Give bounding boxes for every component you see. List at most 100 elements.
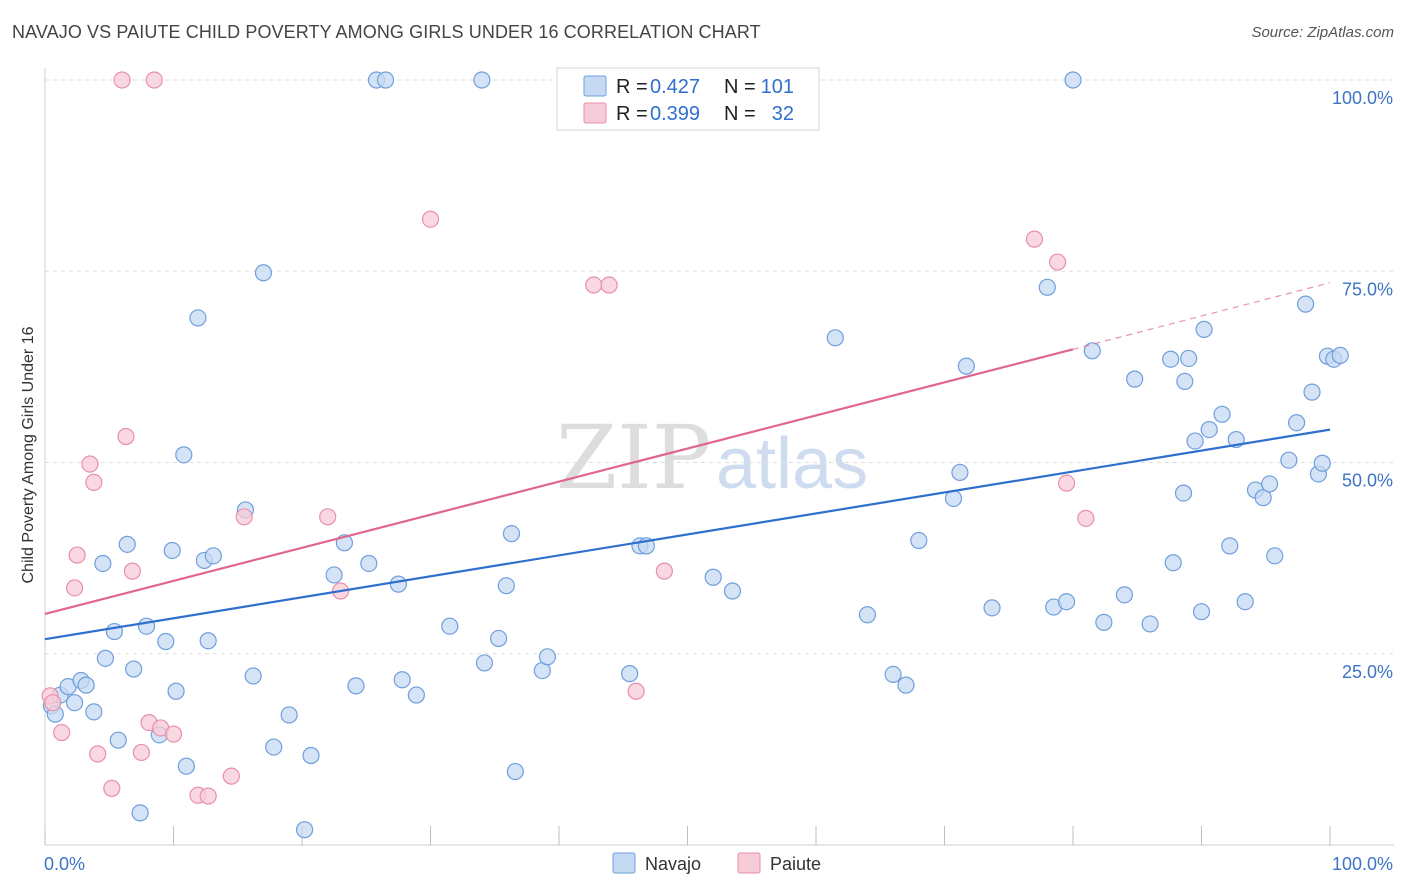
navajo-point bbox=[884, 665, 902, 684]
paiute-point bbox=[627, 682, 645, 700]
paiute-point bbox=[1048, 253, 1067, 271]
watermark-atlas: atlas bbox=[716, 424, 868, 504]
navajo-point bbox=[621, 665, 639, 683]
navajo-point bbox=[910, 531, 928, 550]
navajo-point bbox=[1221, 537, 1239, 555]
navajo-point bbox=[1126, 370, 1144, 388]
paiute-r-value: 0.399 bbox=[650, 103, 700, 125]
paiute-point bbox=[132, 743, 150, 762]
paiute-trend-extension bbox=[1072, 282, 1331, 350]
navajo-point bbox=[1057, 593, 1076, 611]
legend-paiute-label: Paiute bbox=[770, 854, 821, 874]
navajo-point bbox=[199, 632, 217, 650]
paiute-point bbox=[81, 455, 99, 473]
navajo-point bbox=[957, 357, 975, 375]
paiute-point bbox=[585, 276, 603, 294]
navajo-point bbox=[704, 568, 722, 586]
navajo-point bbox=[109, 731, 127, 749]
navajo-point bbox=[1195, 320, 1213, 338]
navajo-swatch bbox=[583, 75, 607, 97]
navajo-point bbox=[163, 541, 181, 560]
watermark: ZIP atlas bbox=[556, 406, 868, 509]
paiute-point bbox=[421, 210, 440, 228]
navajo-point bbox=[1254, 489, 1272, 507]
navajo-point bbox=[189, 309, 207, 327]
navajo-r-label: R = bbox=[616, 76, 648, 98]
x-tick-label-min: 0.0% bbox=[44, 854, 85, 874]
navajo-point bbox=[490, 629, 508, 648]
navajo-point bbox=[244, 667, 262, 685]
navajo-point bbox=[77, 676, 95, 694]
paiute-point bbox=[164, 725, 183, 743]
paiute-point bbox=[44, 694, 62, 712]
paiute-trend-line bbox=[44, 348, 1074, 616]
navajo-point bbox=[506, 762, 524, 781]
navajo-point bbox=[1192, 603, 1211, 621]
paiute-point bbox=[1057, 474, 1076, 492]
navajo-point bbox=[389, 575, 407, 593]
watermark-zip: ZIP bbox=[556, 406, 711, 509]
navajo-point bbox=[280, 706, 298, 724]
navajo-point bbox=[475, 654, 494, 672]
y-tick-labels: 25.0% 50.0% 75.0% 100.0% bbox=[1332, 88, 1393, 682]
navajo-point bbox=[473, 71, 491, 89]
navajo-point bbox=[1038, 278, 1056, 296]
paiute-point bbox=[1077, 509, 1095, 527]
stats-legend: R = 0.427 N = 101 R = 0.399 N = 32 bbox=[556, 67, 820, 131]
navajo-point bbox=[1266, 547, 1284, 565]
y-tick-label: 75.0% bbox=[1342, 279, 1393, 299]
navajo-point bbox=[951, 463, 969, 482]
navajo-point bbox=[295, 821, 314, 839]
navajo-trend-line bbox=[44, 428, 1331, 641]
chart-source: Source: ZipAtlas.com bbox=[1251, 24, 1394, 41]
paiute-point bbox=[199, 787, 217, 805]
paiute-point bbox=[235, 508, 253, 526]
y-tick-label: 50.0% bbox=[1342, 471, 1393, 491]
navajo-point bbox=[177, 757, 195, 775]
y-tick-label: 100.0% bbox=[1332, 88, 1393, 108]
axes bbox=[44, 68, 1394, 846]
navajo-point bbox=[1280, 451, 1298, 469]
navajo-point bbox=[393, 671, 411, 689]
navajo-point bbox=[131, 804, 149, 822]
navajo-point bbox=[858, 606, 877, 624]
navajo-point bbox=[441, 617, 459, 635]
navajo-point bbox=[1186, 432, 1204, 450]
navajo-point bbox=[325, 566, 343, 584]
navajo-point bbox=[723, 582, 742, 600]
x-tick-label-max: 100.0% bbox=[1332, 854, 1393, 874]
paiute-point bbox=[117, 427, 135, 446]
paiute-point bbox=[89, 745, 107, 763]
navajo-point bbox=[125, 660, 143, 678]
x-tick-labels: 0.0% 100.0% bbox=[44, 854, 1393, 874]
navajo-point bbox=[1236, 593, 1254, 611]
chart-title: NAVAJO VS PAIUTE CHILD POVERTY AMONG GIR… bbox=[12, 22, 761, 42]
paiute-n-value: 32 bbox=[772, 103, 794, 125]
navajo-n-label: N = bbox=[724, 76, 756, 98]
gridlines bbox=[45, 79, 1394, 655]
paiute-n-label: N = bbox=[724, 103, 756, 125]
navajo-point bbox=[1200, 421, 1218, 439]
navajo-point bbox=[347, 677, 365, 695]
navajo-point bbox=[502, 525, 521, 543]
paiute-r-label: R = bbox=[616, 103, 648, 125]
navajo-point bbox=[1261, 475, 1279, 493]
legend-navajo-swatch bbox=[612, 852, 636, 874]
navajo-point bbox=[1313, 454, 1331, 472]
paiute-point bbox=[68, 546, 86, 564]
navajo-point bbox=[1180, 349, 1198, 368]
navajo-point bbox=[1083, 342, 1101, 360]
paiute-point bbox=[103, 779, 121, 797]
paiute-point bbox=[319, 508, 337, 526]
navajo-point bbox=[118, 535, 136, 553]
navajo-point bbox=[497, 577, 515, 595]
navajo-point bbox=[1115, 586, 1134, 604]
navajo-point bbox=[376, 71, 395, 89]
paiute-point bbox=[655, 562, 673, 580]
navajo-point bbox=[254, 264, 273, 282]
navajo-point bbox=[1162, 350, 1180, 368]
navajo-point bbox=[360, 554, 378, 573]
navajo-point bbox=[897, 676, 915, 694]
navajo-point bbox=[1303, 383, 1321, 401]
